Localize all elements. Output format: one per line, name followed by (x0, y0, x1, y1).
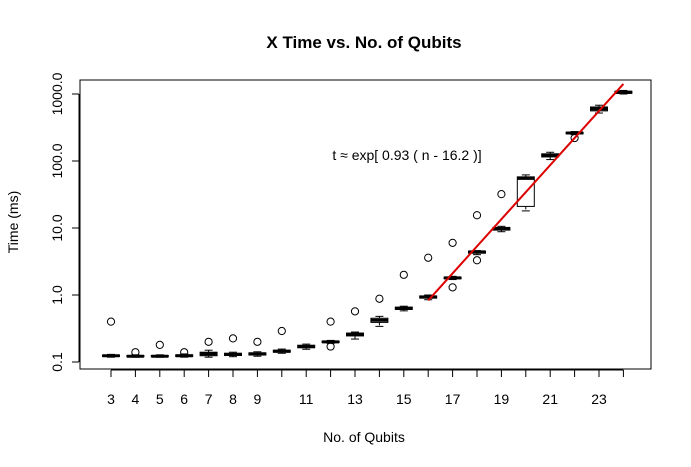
box-group (199, 337, 218, 358)
box-group (321, 317, 340, 351)
box-group (224, 334, 242, 358)
plot-frame (79, 79, 652, 370)
x-tick-label: 5 (156, 391, 164, 407)
x-tick-label: 21 (542, 391, 558, 407)
chart-title: X Time vs. No. of Qubits (266, 33, 461, 52)
boxplot-series (102, 89, 633, 358)
outlier-point (424, 253, 433, 262)
outlier-point (399, 270, 408, 279)
box-group (272, 326, 291, 354)
box-group (297, 343, 316, 350)
x-tick-label: 6 (180, 391, 188, 407)
box-group (126, 348, 145, 358)
x-tick-label: 8 (229, 391, 237, 407)
x-tick-label: 23 (591, 391, 607, 407)
x-tick-label: 11 (299, 391, 314, 407)
fit-annotation: t ≈ exp[ 0.93 ( n - 16.2 )] (332, 147, 481, 163)
box-group (394, 270, 413, 312)
x-tick-label: 17 (445, 391, 461, 407)
box-group (346, 307, 364, 340)
y-tick-label: 10.0 (49, 214, 65, 241)
x-tick-label: 19 (494, 391, 510, 407)
fit-line (427, 83, 625, 302)
outlier-point (155, 340, 164, 349)
outlier-point (472, 211, 482, 220)
fit-line-group (427, 83, 625, 302)
x-axis-label: No. of Qubits (323, 429, 405, 445)
outlier-point (472, 256, 482, 265)
outlier-point (204, 337, 213, 346)
x-tick-label: 13 (347, 391, 363, 407)
outlier-point (131, 348, 140, 357)
x-tick-label: 9 (254, 391, 262, 407)
y-axis-label: Time (ms) (5, 191, 21, 253)
outlier-point (448, 283, 457, 292)
y-axis: 0.1 1.0 10.0 100.0 1000.0 (49, 72, 80, 372)
box-group (419, 253, 438, 301)
outlier-point (228, 334, 238, 343)
y-tick-label: 1.0 (49, 285, 65, 305)
outlier-point (253, 337, 262, 346)
outlier-point (570, 133, 579, 143)
x-tick-label: 3 (107, 391, 115, 407)
x-tick-label: 4 (132, 391, 140, 407)
outlier-point (326, 317, 335, 326)
box-group (370, 294, 389, 327)
box-group (102, 317, 120, 358)
box-group (150, 340, 169, 358)
outlier-point (106, 317, 116, 326)
outlier-point (448, 238, 457, 247)
outlier-point (326, 342, 335, 351)
box-group (175, 348, 194, 358)
y-tick-label: 1000.0 (49, 72, 65, 115)
outlier-point (180, 348, 189, 357)
y-tick-label: 0.1 (49, 352, 65, 372)
outlier-point (375, 294, 384, 303)
x-axis: 3 4 5 6 7 8 9 11 13 15 17 19 21 23 (107, 369, 624, 407)
x-tick-label: 7 (205, 391, 213, 407)
outlier-point (350, 307, 360, 316)
box-group (443, 238, 462, 292)
box-group (248, 337, 267, 357)
outlier-point (497, 190, 506, 199)
outlier-point (277, 326, 286, 336)
x-tick-label: 15 (396, 391, 412, 407)
y-tick-label: 100.0 (49, 143, 65, 178)
